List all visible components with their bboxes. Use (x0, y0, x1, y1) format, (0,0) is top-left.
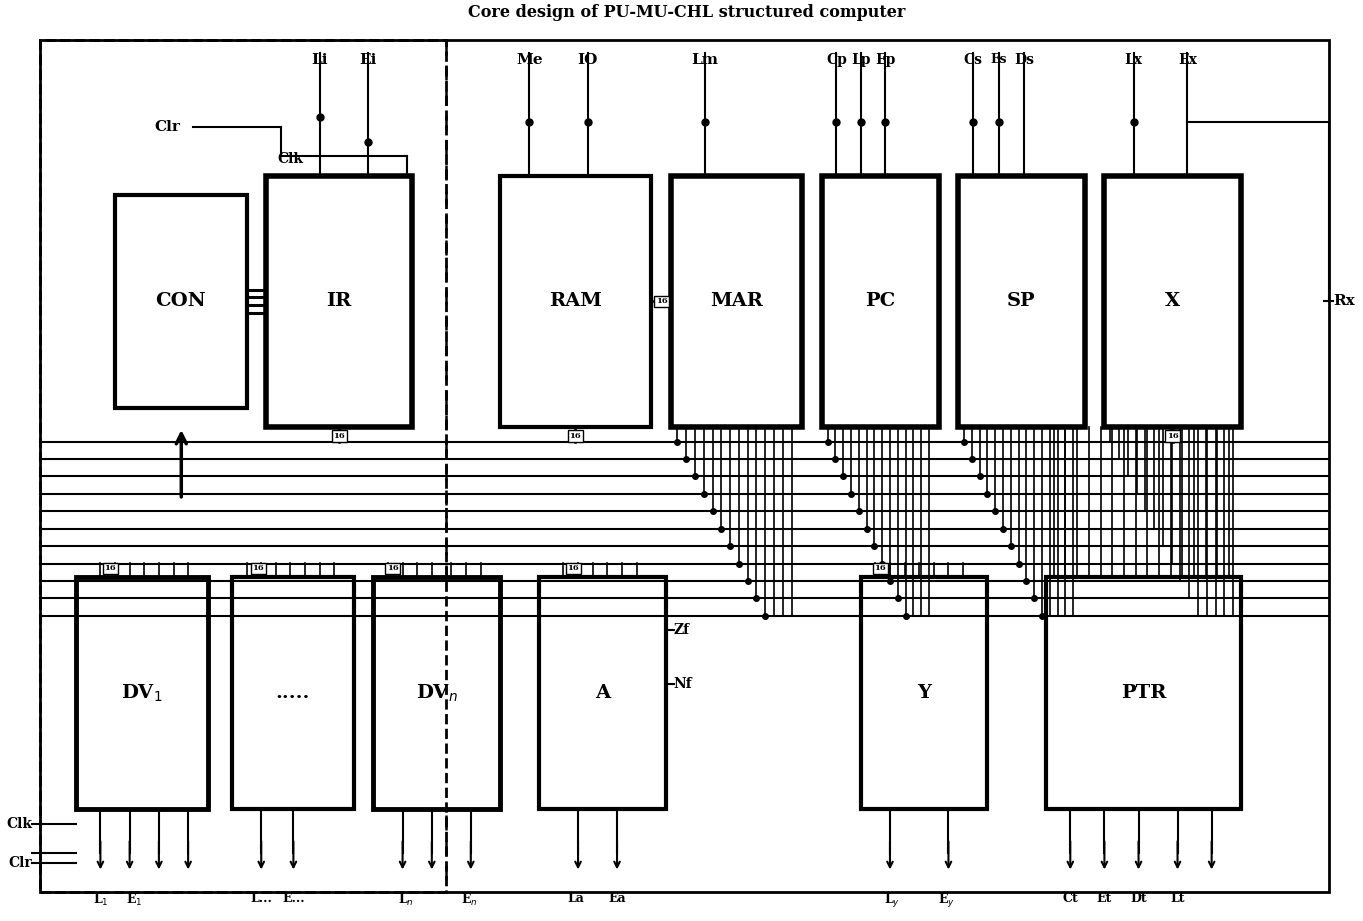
Text: E$_y$: E$_y$ (938, 892, 955, 910)
Text: E$_n$: E$_n$ (461, 892, 477, 908)
Text: Nf: Nf (673, 677, 692, 691)
Text: 16: 16 (874, 565, 886, 573)
Text: Zf: Zf (673, 624, 690, 637)
Text: Ea: Ea (608, 892, 626, 904)
Text: Rx: Rx (1333, 295, 1355, 309)
FancyBboxPatch shape (232, 577, 354, 810)
FancyBboxPatch shape (860, 577, 987, 810)
Text: Lt: Lt (1171, 892, 1184, 904)
Text: 16: 16 (334, 432, 345, 440)
FancyBboxPatch shape (822, 176, 939, 427)
Text: Ep: Ep (875, 52, 895, 66)
Text: PTR: PTR (1120, 684, 1167, 703)
Text: 16: 16 (570, 432, 581, 440)
Text: Clk: Clk (7, 817, 33, 831)
Text: Ei: Ei (360, 52, 378, 66)
Text: DV$_1$: DV$_1$ (121, 682, 162, 704)
Text: L$_1$: L$_1$ (93, 892, 108, 908)
Text: 16: 16 (656, 297, 668, 306)
FancyBboxPatch shape (373, 577, 500, 810)
FancyBboxPatch shape (1104, 176, 1240, 427)
FancyBboxPatch shape (538, 577, 665, 810)
Text: Y: Y (917, 684, 931, 703)
Text: 16: 16 (252, 565, 264, 573)
Text: A: A (594, 684, 611, 703)
Text: Es: Es (991, 52, 1007, 65)
Text: Cp: Cp (826, 52, 846, 66)
Title: Core design of PU-MU-CHL structured computer: Core design of PU-MU-CHL structured comp… (468, 5, 905, 21)
Text: L...: L... (251, 892, 273, 904)
Text: Li: Li (312, 52, 328, 66)
FancyBboxPatch shape (114, 195, 247, 408)
Text: IR: IR (327, 292, 352, 310)
Text: MAR: MAR (710, 292, 763, 310)
Text: Ct: Ct (1062, 892, 1078, 904)
Text: Lx: Lx (1124, 52, 1142, 66)
Text: 16: 16 (105, 565, 116, 573)
Text: Clk: Clk (278, 152, 304, 166)
Text: PC: PC (866, 292, 895, 310)
Text: L$_n$: L$_n$ (398, 892, 413, 908)
Text: Ds: Ds (1014, 52, 1035, 66)
Text: IO: IO (578, 52, 598, 66)
Text: L$_y$: L$_y$ (883, 892, 900, 910)
FancyBboxPatch shape (958, 176, 1085, 427)
Text: DV$_n$: DV$_n$ (416, 682, 458, 704)
Text: Clr: Clr (154, 120, 180, 134)
Text: Lp: Lp (851, 52, 871, 66)
FancyBboxPatch shape (1045, 577, 1240, 810)
Text: X: X (1165, 292, 1180, 310)
Text: Clr: Clr (8, 856, 33, 869)
Text: Me: Me (517, 52, 542, 66)
Text: Dt: Dt (1130, 892, 1146, 904)
Text: Cs: Cs (964, 52, 983, 66)
FancyBboxPatch shape (671, 176, 803, 427)
Text: Lm: Lm (691, 52, 718, 66)
Text: 16: 16 (387, 565, 399, 573)
Text: .....: ..... (275, 684, 311, 703)
Text: Ex: Ex (1178, 52, 1197, 66)
FancyBboxPatch shape (266, 176, 413, 427)
Text: RAM: RAM (549, 292, 602, 310)
Text: La: La (567, 892, 585, 904)
Text: E$_1$: E$_1$ (127, 892, 143, 908)
FancyBboxPatch shape (500, 176, 652, 427)
Text: 16: 16 (567, 565, 579, 573)
Text: SP: SP (1007, 292, 1036, 310)
Text: CON: CON (155, 292, 206, 310)
Text: Et: Et (1097, 892, 1112, 904)
Text: 16: 16 (1167, 432, 1179, 440)
FancyBboxPatch shape (76, 577, 207, 810)
Text: E...: E... (282, 892, 305, 904)
